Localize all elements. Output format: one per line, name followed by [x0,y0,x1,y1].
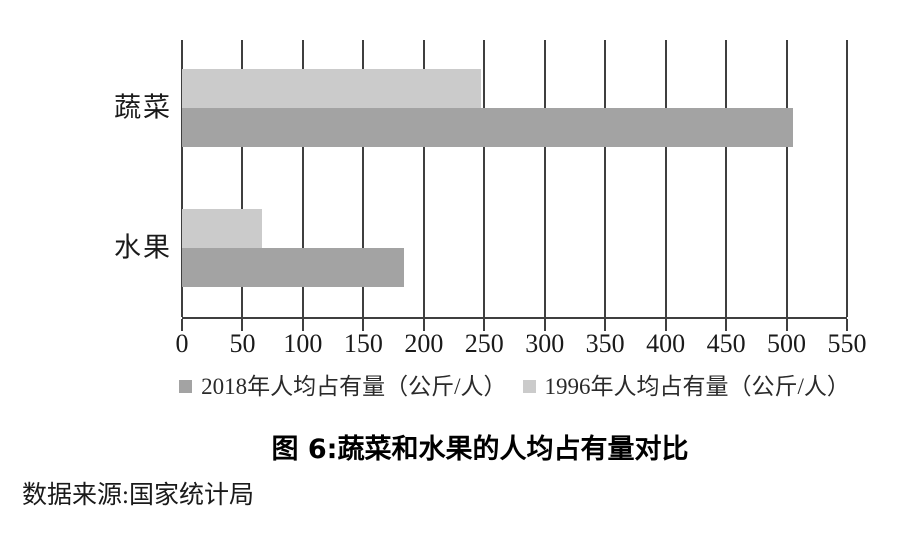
x-axis-tick [422,319,425,331]
bar-蔬菜-1996年 [182,69,481,108]
legend-item: 1996年人均占有量（公斤/人） [522,374,850,399]
x-tick-label: 200 [404,329,444,358]
x-tick-label: 450 [706,329,746,358]
legend-swatch [522,380,536,393]
category-label: 水果 [114,232,172,263]
plot-area [181,40,848,319]
gridline [543,40,546,317]
bar-水果-2018年 [182,248,405,287]
data-source-note: 数据来源:国家统计局 [22,482,254,509]
legend-swatch [179,380,193,393]
gridline [422,40,425,317]
x-tick-label: 300 [525,329,565,358]
x-axis-tick [301,319,304,331]
gridline [664,40,667,317]
x-tick-label: 0 [175,329,189,358]
x-tick-label: 100 [283,329,323,358]
x-tick-label: 400 [646,329,686,358]
bar-蔬菜-2018年 [182,108,793,147]
x-axis-tick [604,319,607,331]
gridline [483,40,486,317]
x-tick-label: 250 [464,329,504,358]
x-tick-label: 350 [585,329,625,358]
legend: 2018年人均占有量（公斤/人） 1996年人均占有量（公斤/人） [172,375,857,398]
gridline [725,40,728,317]
gridline [301,40,304,317]
x-axis-tick [181,319,183,331]
x-axis-tick [362,319,365,331]
x-tick-label: 50 [229,329,256,358]
gridline [846,40,848,317]
x-axis-tick [543,319,546,331]
x-axis-tick [664,319,667,331]
gridline [785,40,788,317]
x-axis-tick [785,319,788,331]
legend-label: 1996年人均占有量（公斤/人） [544,374,850,399]
x-axis-tick [846,319,848,331]
x-axis-tick [483,319,486,331]
bar-水果-1996年 [182,209,262,248]
gridline [241,40,244,317]
category-label: 蔬菜 [114,92,172,123]
x-axis-tick [725,319,728,331]
x-axis-tick [241,319,244,331]
x-tick-label: 150 [343,329,383,358]
gridline [604,40,607,317]
gridline [362,40,365,317]
x-tick-label: 500 [767,329,807,358]
legend-label: 2018年人均占有量（公斤/人） [201,374,507,399]
legend-item: 2018年人均占有量（公斤/人） [179,374,507,399]
gridline [181,40,183,317]
chart-title: 图 6:蔬菜和水果的人均占有量对比 [271,434,689,465]
x-tick-label: 550 [827,329,867,358]
